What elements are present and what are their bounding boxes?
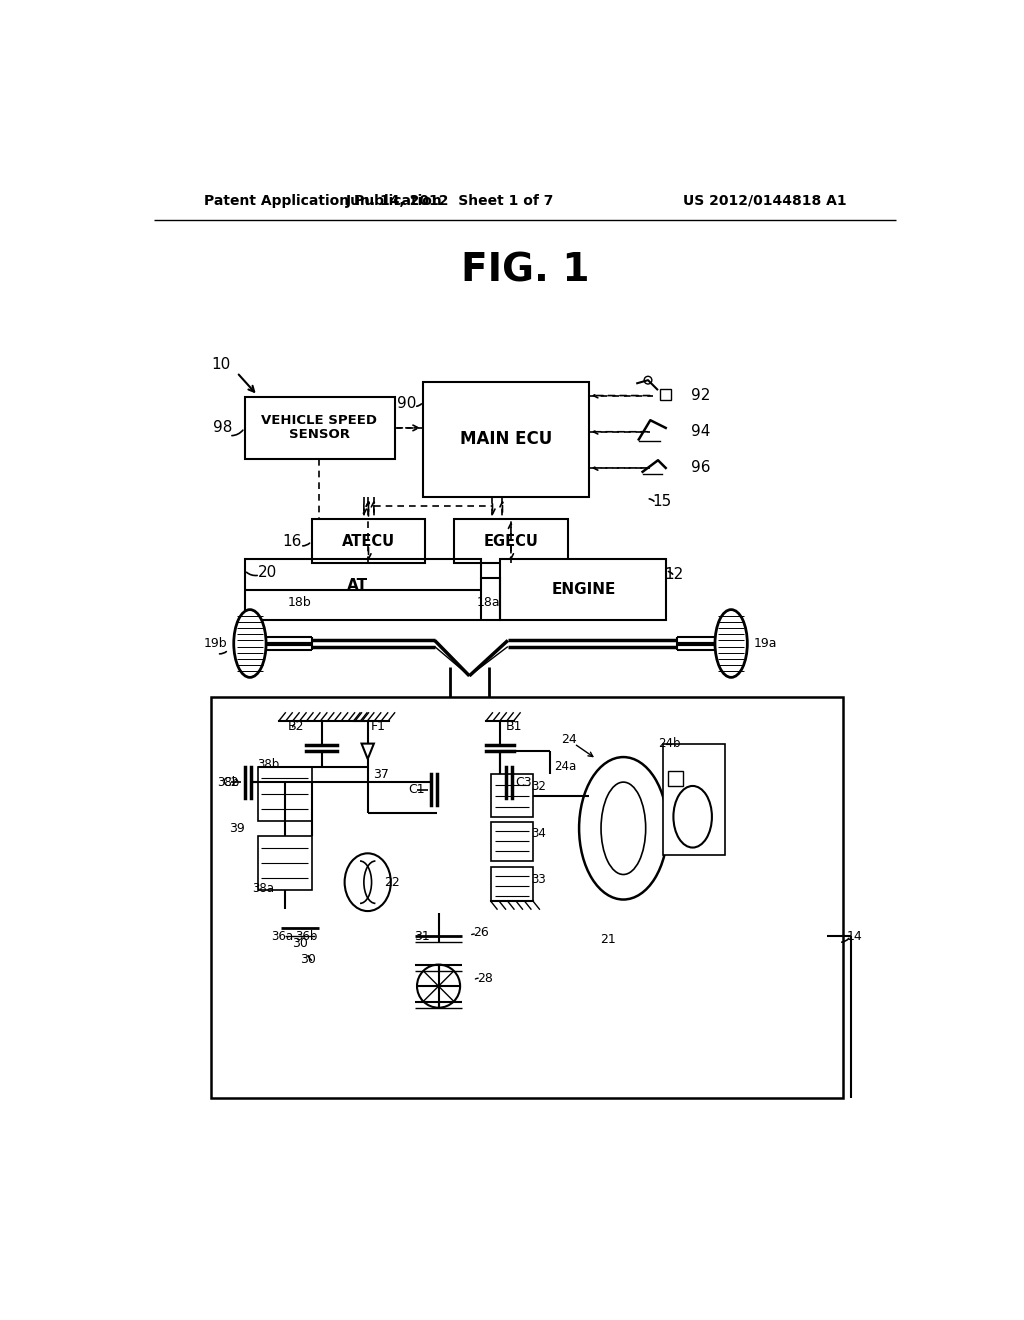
Text: 19b: 19b <box>204 638 227 649</box>
Text: 90: 90 <box>396 396 416 411</box>
Text: 94: 94 <box>690 424 710 440</box>
Text: 16: 16 <box>283 533 302 549</box>
Ellipse shape <box>715 610 748 677</box>
Text: 37: 37 <box>373 768 389 781</box>
Text: 32: 32 <box>531 780 546 793</box>
Text: 98: 98 <box>213 420 232 436</box>
Circle shape <box>417 965 460 1007</box>
Text: 92: 92 <box>690 388 710 403</box>
Text: 33: 33 <box>531 873 546 886</box>
Bar <box>668 771 683 785</box>
Text: Patent Application Publication: Patent Application Publication <box>204 194 441 207</box>
Ellipse shape <box>345 853 391 911</box>
Text: 18a: 18a <box>477 597 501 610</box>
Text: 20: 20 <box>258 565 278 581</box>
Text: EGECU: EGECU <box>483 533 539 549</box>
Text: Jun. 14, 2012  Sheet 1 of 7: Jun. 14, 2012 Sheet 1 of 7 <box>346 194 554 207</box>
Text: 12: 12 <box>665 566 684 582</box>
Bar <box>490 867 534 902</box>
Text: F1: F1 <box>371 721 386 733</box>
Text: ENGINE: ENGINE <box>551 582 615 597</box>
Text: 36a: 36a <box>271 929 293 942</box>
Text: VEHICLE SPEED: VEHICLE SPEED <box>261 413 377 426</box>
Bar <box>490 822 534 861</box>
Text: AT: AT <box>347 578 369 593</box>
Text: C3: C3 <box>515 776 531 788</box>
Circle shape <box>644 376 652 384</box>
Text: ATECU: ATECU <box>342 533 395 549</box>
Text: 21: 21 <box>600 933 615 946</box>
Ellipse shape <box>233 610 266 677</box>
Text: 36b: 36b <box>295 929 317 942</box>
Text: 96: 96 <box>690 461 710 475</box>
Bar <box>490 775 534 817</box>
Bar <box>245 397 394 459</box>
Text: B1: B1 <box>506 721 522 733</box>
Text: 24b: 24b <box>658 737 681 750</box>
Text: 28: 28 <box>477 972 493 985</box>
Text: US 2012/0144818 A1: US 2012/0144818 A1 <box>683 194 847 207</box>
Text: 30: 30 <box>300 953 315 966</box>
Text: 14: 14 <box>847 929 862 942</box>
Bar <box>664 743 725 855</box>
Text: 31: 31 <box>414 929 429 942</box>
Ellipse shape <box>580 758 668 899</box>
Bar <box>311 519 425 564</box>
Bar <box>211 697 843 1098</box>
Text: 34: 34 <box>531 828 546 841</box>
Ellipse shape <box>674 785 712 847</box>
Text: SENSOR: SENSOR <box>289 428 350 441</box>
Text: FIG. 1: FIG. 1 <box>461 251 589 289</box>
Bar <box>660 389 671 400</box>
Bar <box>258 836 311 890</box>
Text: 24: 24 <box>561 733 578 746</box>
Text: 38a: 38a <box>252 882 274 895</box>
Text: C2: C2 <box>222 776 239 788</box>
Text: B2: B2 <box>288 721 304 733</box>
Bar <box>423 381 589 498</box>
Bar <box>500 558 666 620</box>
Text: 19a: 19a <box>754 638 777 649</box>
Bar <box>454 519 568 564</box>
Text: 30: 30 <box>292 937 308 950</box>
Text: MAIN ECU: MAIN ECU <box>460 430 552 449</box>
Ellipse shape <box>601 781 646 874</box>
Text: 22: 22 <box>384 875 400 888</box>
Text: 18b: 18b <box>288 597 312 610</box>
Bar <box>258 767 311 821</box>
Text: 38b: 38b <box>218 776 240 788</box>
Text: 26: 26 <box>473 925 489 939</box>
Text: 39: 39 <box>229 822 245 834</box>
Text: 38b: 38b <box>258 758 280 771</box>
Text: C1: C1 <box>409 783 425 796</box>
Text: 10: 10 <box>212 358 231 372</box>
Text: 15: 15 <box>652 494 672 508</box>
Text: 24a: 24a <box>554 760 577 774</box>
